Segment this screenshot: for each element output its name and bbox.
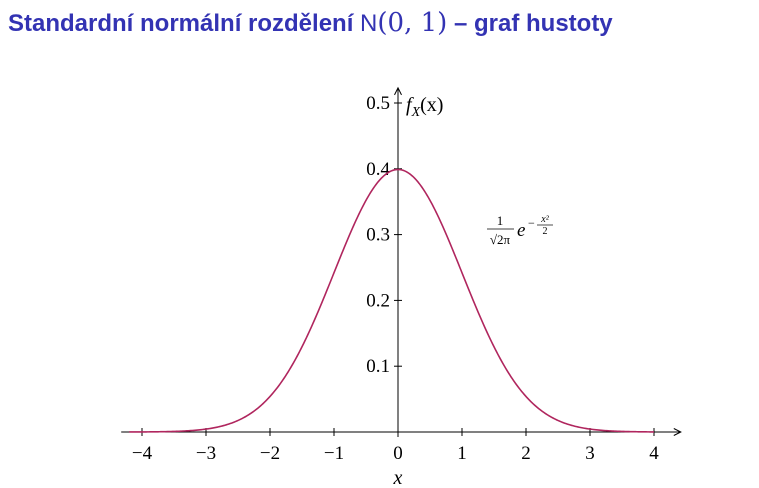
x-axis-label: x <box>393 467 403 488</box>
x-tick-label: 3 <box>585 443 595 464</box>
formula-base: e <box>517 220 525 241</box>
title-text: Standardní normální rozdělení <box>8 10 354 37</box>
formula-exponent-sign: − <box>528 216 535 230</box>
y-tick-label: 0.3 <box>366 225 390 246</box>
axes <box>121 86 682 437</box>
x-tick-label: 4 <box>649 443 659 464</box>
formula-exponent-numerator: x² <box>540 214 549 225</box>
y-tick-label: 0.5 <box>366 93 390 114</box>
y-tick-label: 0.4 <box>366 159 390 180</box>
title-dist-params: (0, 1) <box>377 8 448 38</box>
y-tick-label: 0.2 <box>366 290 390 311</box>
formula-annotation: 1 √2π e − x² 2 <box>487 213 553 247</box>
page-title: Standardní normální rozdělení N(0, 1) – … <box>8 8 613 38</box>
y-axis-label: fX(x) <box>406 94 443 120</box>
x-tick-label: 2 <box>521 443 531 464</box>
x-tick-label: −1 <box>324 443 344 464</box>
x-tick-label: 1 <box>457 443 467 464</box>
y-tick-label: 0.1 <box>366 356 390 377</box>
title-suffix: – graf hustoty <box>453 10 613 37</box>
x-tick-label: 0 <box>393 443 403 464</box>
formula-numerator: 1 <box>497 213 504 228</box>
y-axis-arrow <box>394 86 402 96</box>
formula-exponent-denominator: 2 <box>543 226 548 237</box>
x-tick-label: −2 <box>260 443 280 464</box>
series-layer <box>129 168 655 433</box>
density-curve <box>129 168 655 433</box>
ticks: −4 −3 −2 −1 0 1 2 3 40.10.20.30.40.5 <box>132 93 659 464</box>
x-tick-label: −4 <box>132 443 153 464</box>
x-tick-label: −3 <box>196 443 216 464</box>
x-axis-arrow <box>673 428 682 436</box>
title-dist-symbol: N <box>360 10 378 37</box>
formula-denominator: √2π <box>490 232 511 247</box>
